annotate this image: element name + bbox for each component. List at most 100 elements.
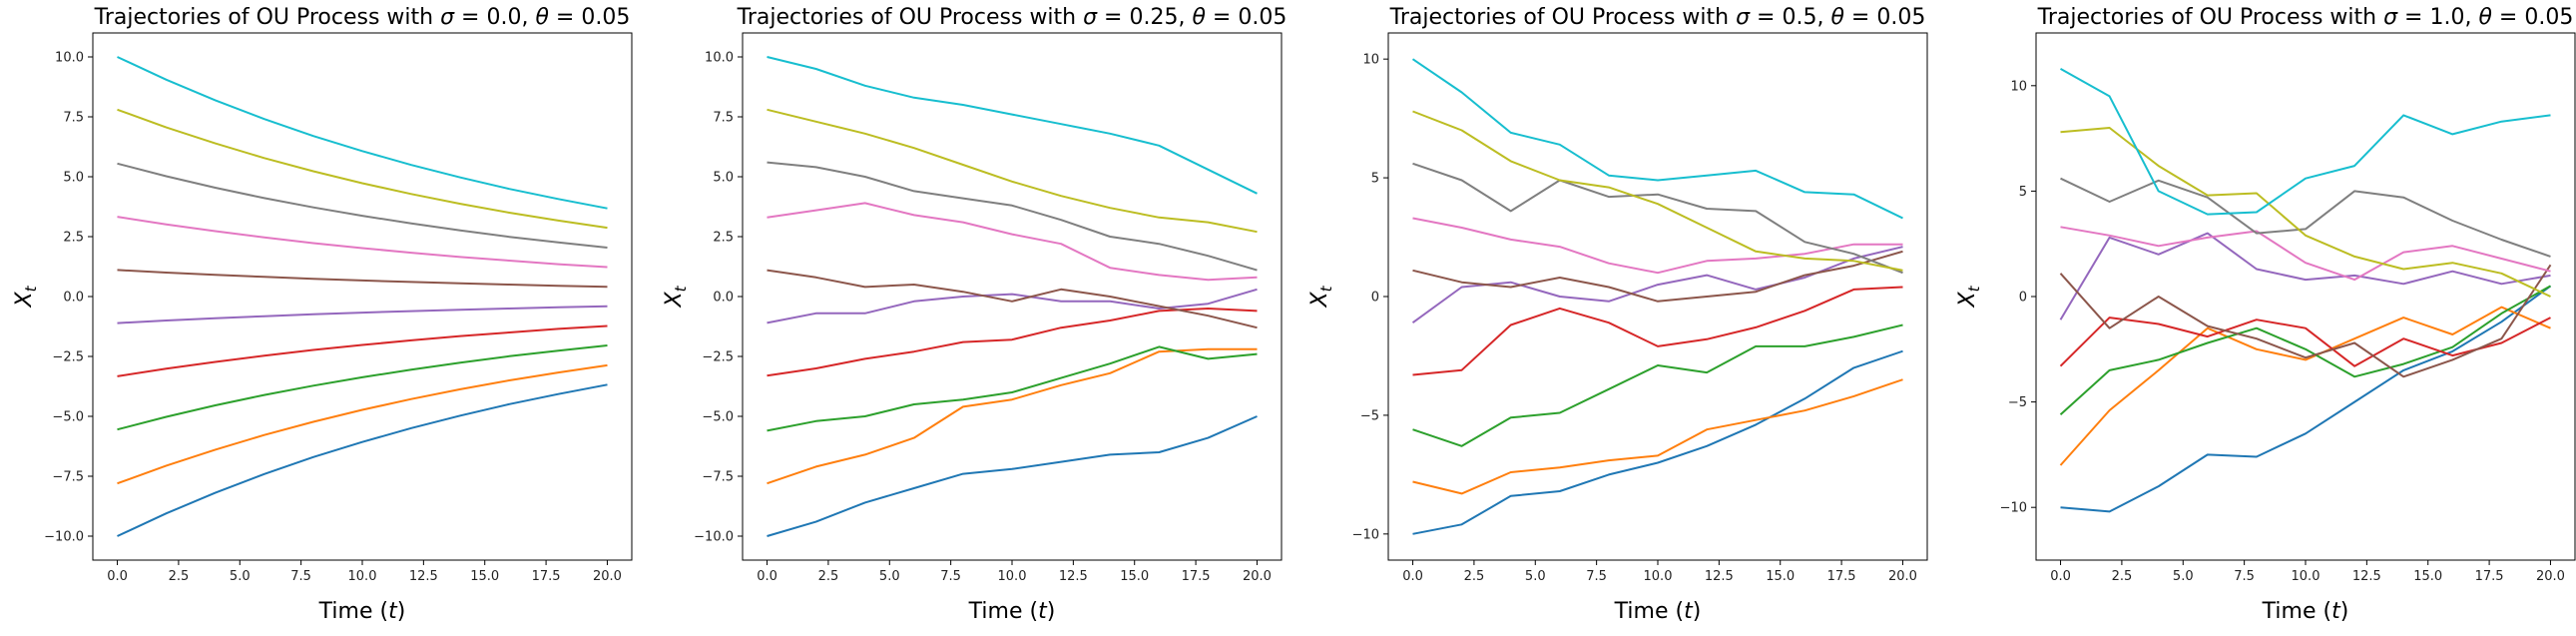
y-tick-label: −2.5 <box>52 350 84 365</box>
chart-title: Trajectories of OU Process with σ = 0.0,… <box>94 5 631 30</box>
series-line-6 <box>767 269 1258 329</box>
y-tick-label: −10 <box>1352 527 1379 542</box>
series-line-3 <box>1412 323 1903 447</box>
x-tick-label: 10.0 <box>998 569 1027 584</box>
series-line-10 <box>767 56 1258 195</box>
series-line-10 <box>1411 58 1903 220</box>
chart-title: Trajectories of OU Process with σ = 1.0,… <box>2037 5 2574 30</box>
x-tick-label: 10.0 <box>348 569 377 584</box>
series-line-2 <box>1412 378 1903 495</box>
y-tick-label: 10 <box>2010 79 2027 94</box>
series-line-8 <box>1412 162 1903 275</box>
series-line-7 <box>1412 217 1903 275</box>
y-tick-label: −10 <box>2000 501 2027 516</box>
x-tick-label: 2.5 <box>818 569 839 584</box>
series-line-8 <box>767 161 1258 272</box>
x-tick-label: 7.5 <box>940 569 961 584</box>
y-tick-label: 10 <box>1362 53 1379 68</box>
y-tick-label: 0 <box>2019 291 2027 306</box>
x-tick-label: 15.0 <box>2413 569 2442 584</box>
x-tick-label: 7.5 <box>2234 569 2255 584</box>
x-tick-label: 5.0 <box>2173 569 2194 584</box>
series-group <box>767 56 1258 537</box>
series-line-5 <box>2059 232 2551 320</box>
series-line-3 <box>767 345 1258 432</box>
x-tick-label: 0.0 <box>1402 569 1423 584</box>
x-tick-label: 12.5 <box>1059 569 1088 584</box>
x-tick-label: 0.0 <box>757 569 777 584</box>
y-tick-label: 5.0 <box>713 171 734 186</box>
y-tick-label: −5 <box>2008 395 2027 410</box>
chart-title: Trajectories of OU Process with σ = 0.5,… <box>1389 5 1926 30</box>
y-tick-label: 0 <box>1371 291 1379 306</box>
x-tick-label: 5.0 <box>1525 569 1546 584</box>
chart-title: Trajectories of OU Process with σ = 0.25… <box>737 5 1288 30</box>
y-tick-label: 0.0 <box>713 291 734 306</box>
series-line-9 <box>2060 127 2551 298</box>
series-line-3 <box>2059 285 2551 416</box>
series-line-4 <box>117 324 608 377</box>
series-line-1 <box>1412 349 1903 535</box>
y-tick-label: 7.5 <box>713 111 734 126</box>
y-axis-label: Xt <box>1955 285 1983 308</box>
x-axis-label: Time (t) <box>318 599 406 624</box>
series-line-4 <box>1412 286 1903 376</box>
x-axis-label: Time (t) <box>1614 599 1702 624</box>
x-tick-label: 2.5 <box>1464 569 1485 584</box>
x-tick-label: 20.0 <box>2536 569 2565 584</box>
y-tick-label: 5.0 <box>63 171 84 186</box>
x-tick-label: 17.5 <box>1827 569 1856 584</box>
chart-panel-2: 0.0 2.5 5.0 7.5 10.0 12.5 15.0 17.5 20.0 −10.0 −7.… <box>662 5 1287 624</box>
x-tick-label: 5.0 <box>230 569 251 584</box>
series-line-2 <box>2059 306 2551 466</box>
series-line-10 <box>2060 68 2551 216</box>
y-tick-label: −7.5 <box>52 470 84 485</box>
y-axis-label: Xt <box>662 285 690 308</box>
series-group <box>2059 68 2552 513</box>
y-tick-label: −5.0 <box>702 410 734 425</box>
x-tick-label: 17.5 <box>1182 569 1211 584</box>
series-line-6 <box>1412 250 1903 303</box>
x-tick-label: 17.5 <box>2475 569 2504 584</box>
y-tick-label: −7.5 <box>702 470 734 485</box>
x-tick-label: 15.0 <box>470 569 499 584</box>
series-group <box>1411 58 1903 535</box>
x-tick-label: 0.0 <box>107 569 128 584</box>
y-tick-label: 10.0 <box>55 51 84 66</box>
series-line-9 <box>117 108 608 230</box>
series-line-6 <box>2059 264 2552 378</box>
x-tick-label: 12.5 <box>1705 569 1734 584</box>
x-tick-label: 20.0 <box>1888 569 1917 584</box>
chart-panel-3: 0.0 2.5 5.0 7.5 10.0 12.5 15.0 17.5 20.0 −10 −5 0 5 1… <box>1307 5 1928 624</box>
series-line-7 <box>767 202 1258 282</box>
y-tick-label: 2.5 <box>63 231 84 246</box>
x-tick-label: 10.0 <box>1644 569 1673 584</box>
y-axis-label: Xt <box>1307 285 1335 308</box>
y-tick-label: 2.5 <box>713 231 734 246</box>
y-tick-label: −10.0 <box>694 530 734 545</box>
x-axis-label: Time (t) <box>2262 599 2349 624</box>
series-line-9 <box>1412 110 1903 272</box>
series-line-3 <box>117 344 608 431</box>
series-line-10 <box>117 56 608 210</box>
x-tick-label: 7.5 <box>1586 569 1607 584</box>
x-tick-label: 0.0 <box>2050 569 2071 584</box>
y-axis-label: Xt <box>12 285 40 308</box>
x-tick-label: 15.0 <box>1766 569 1795 584</box>
series-line-7 <box>117 216 608 269</box>
y-tick-label: 5 <box>1371 172 1379 187</box>
series-line-9 <box>767 108 1258 234</box>
y-tick-label: 0.0 <box>63 291 84 306</box>
x-axis-label: Time (t) <box>968 599 1056 624</box>
x-tick-label: 10.0 <box>2292 569 2320 584</box>
x-tick-label: 2.5 <box>2112 569 2133 584</box>
series-line-7 <box>2060 226 2551 282</box>
series-line-5 <box>767 288 1258 324</box>
series-line-1 <box>767 415 1258 537</box>
x-tick-label: 12.5 <box>2352 569 2381 584</box>
y-tick-label: −5 <box>1360 408 1379 423</box>
series-line-8 <box>2060 177 2551 258</box>
y-tick-label: −5.0 <box>52 410 84 425</box>
